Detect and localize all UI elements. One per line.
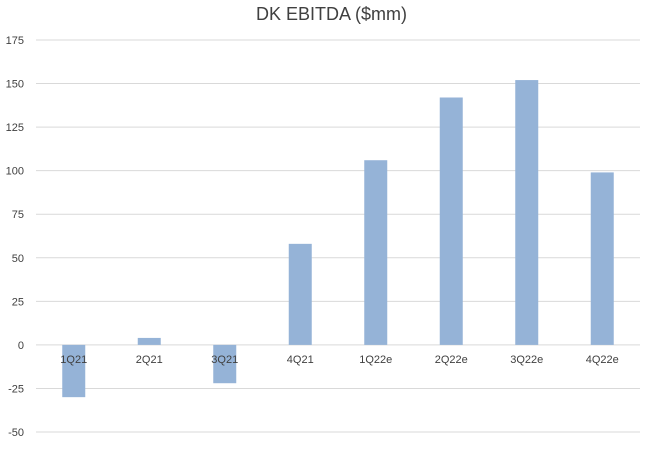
x-tick-label: 3Q22e xyxy=(510,354,543,366)
bar-3q22e xyxy=(515,80,539,345)
bar-2q22e xyxy=(439,97,463,345)
chart-title: DK EBITDA ($mm) xyxy=(255,4,407,24)
y-tick-label: 25 xyxy=(12,296,24,308)
bar-1q22e xyxy=(364,160,388,345)
y-tick-label: 150 xyxy=(6,79,24,91)
x-tick-label: 4Q21 xyxy=(287,354,314,366)
bar-4q21 xyxy=(288,243,312,345)
y-tick-label: 75 xyxy=(12,209,24,221)
x-tick-label: 1Q21 xyxy=(60,354,87,366)
x-tick-label: 2Q22e xyxy=(435,354,468,366)
bar-3q21 xyxy=(213,344,237,384)
y-tick-label: 100 xyxy=(6,166,24,178)
y-tick-label: -50 xyxy=(8,427,24,439)
x-tick-label: 4Q22e xyxy=(586,354,619,366)
x-tick-label: 1Q22e xyxy=(359,354,392,366)
y-tick-label: -25 xyxy=(8,383,24,395)
bar-2q21 xyxy=(137,337,161,345)
y-tick-label: 125 xyxy=(6,122,24,134)
x-tick-label: 3Q21 xyxy=(211,354,238,366)
x-tick-label: 2Q21 xyxy=(136,354,163,366)
y-tick-label: 0 xyxy=(18,340,24,352)
y-tick-label: 175 xyxy=(6,35,24,47)
bar-1q21 xyxy=(62,344,86,398)
bar-4q22e xyxy=(590,172,614,345)
y-tick-label: 50 xyxy=(12,253,24,265)
